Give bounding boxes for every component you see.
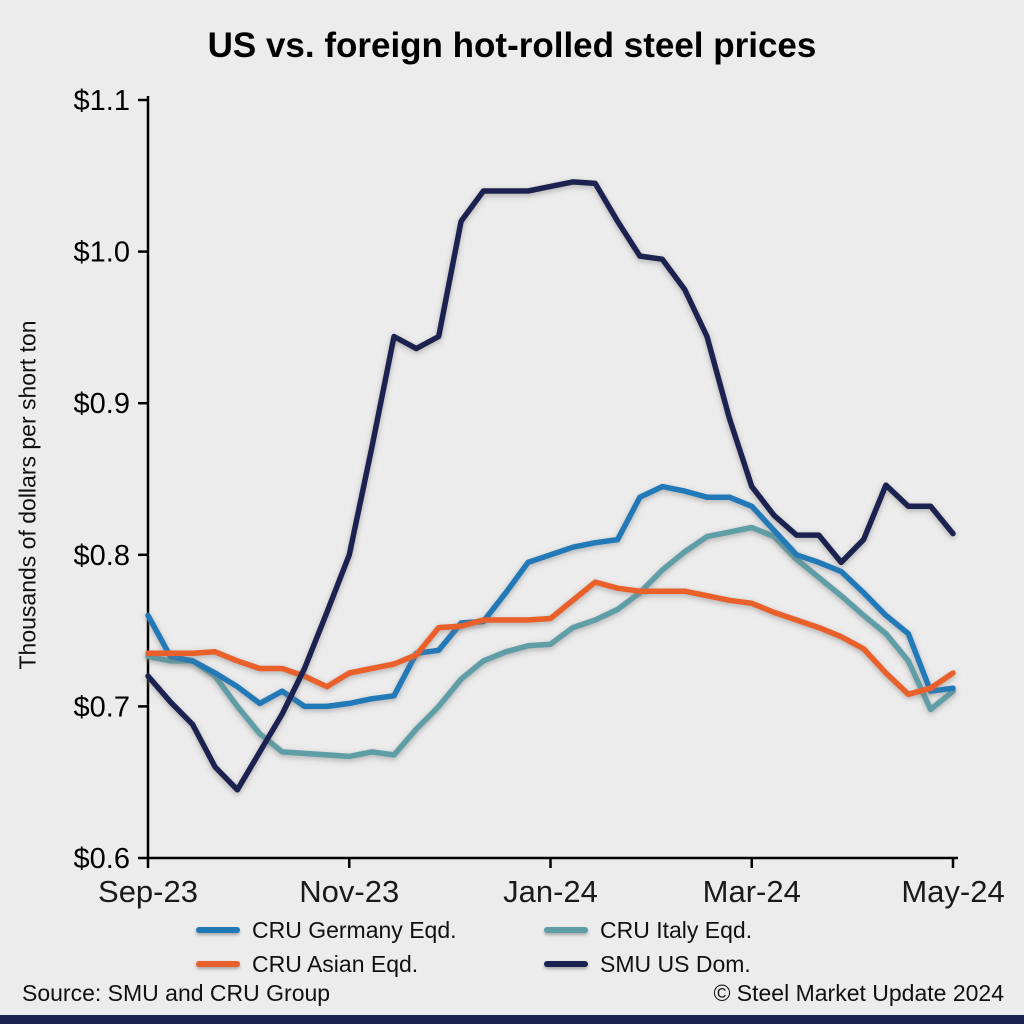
- y-axis-tick-label: $0.8: [74, 540, 130, 572]
- y-axis-tick-label: $1.1: [74, 85, 130, 117]
- x-axis-tick-label: Nov-23: [299, 874, 399, 909]
- series-line-smu-us-dom: [145, 179, 956, 793]
- legend-swatch-cru-asian-eqd: [196, 961, 240, 967]
- source-credit: Source: SMU and CRU Group: [22, 980, 331, 1006]
- legend-label: CRU Italy Eqd.: [600, 916, 753, 943]
- y-axis-tick-label: $1.0: [74, 237, 130, 269]
- legend-swatch-smu-us-dom: [544, 961, 588, 967]
- legend-item-cru-asian-eqd: CRU Asian Eqd.: [196, 950, 544, 978]
- legend-swatch-cru-italy-eqd: [544, 927, 588, 933]
- series-line-cru-italy-eqd: [145, 524, 956, 760]
- chart-legend: CRU Germany Eqd. CRU Italy Eqd. CRU Asian …: [196, 916, 856, 978]
- x-axis-tick-label: Jan-24: [503, 874, 598, 909]
- legend-swatch-cru-germany-eqd: [196, 927, 240, 933]
- legend-label: SMU US Dom.: [600, 950, 751, 977]
- legend-label: CRU Asian Eqd.: [252, 950, 419, 977]
- y-axis-tick-label: $0.7: [74, 691, 130, 723]
- bottom-accent-bar: [0, 1015, 1024, 1024]
- legend-label: CRU Germany Eqd.: [252, 916, 457, 943]
- series-line-cru-asian-eqd: [145, 579, 956, 698]
- y-axis-tick-label: $0.6: [74, 843, 130, 875]
- copyright-notice: © Steel Market Update 2024: [713, 980, 1004, 1006]
- chart-footer: Source: SMU and CRU Group © Steel Market…: [22, 980, 1004, 1007]
- legend-item-cru-germany-eqd: CRU Germany Eqd.: [196, 916, 544, 944]
- y-axis-tick-label: $0.9: [74, 388, 130, 420]
- x-axis-tick-label: Mar-24: [703, 874, 801, 909]
- legend-item-smu-us-dom: SMU US Dom.: [544, 950, 856, 978]
- x-axis-tick-label: May-24: [901, 874, 1004, 909]
- x-axis-tick-label: Sep-23: [98, 874, 198, 909]
- legend-item-cru-italy-eqd: CRU Italy Eqd.: [544, 916, 856, 944]
- series-line-cru-germany-eqd: [145, 483, 956, 710]
- chart-title: US vs. foreign hot-rolled steel prices: [207, 26, 817, 65]
